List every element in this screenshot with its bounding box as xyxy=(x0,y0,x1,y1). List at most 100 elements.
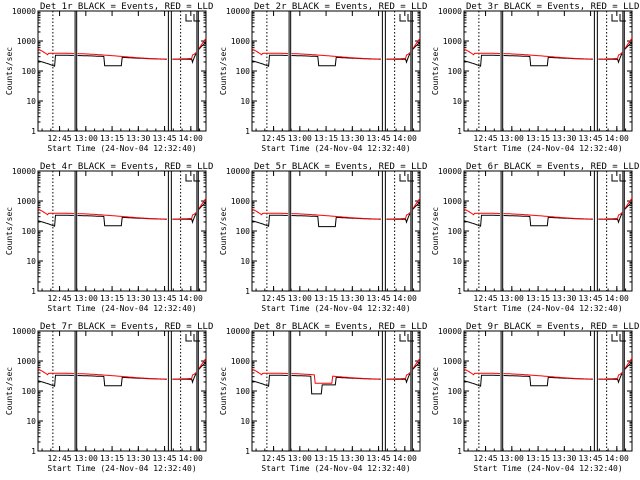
y-tick-label: 100 xyxy=(22,67,37,76)
events-series-line xyxy=(198,202,207,210)
events-series-line xyxy=(77,215,167,227)
lld-series-line xyxy=(624,357,633,369)
x-tick-label: 13:15 xyxy=(100,294,124,303)
events-series-line xyxy=(624,362,633,370)
lld-series-line xyxy=(412,197,421,209)
lld-series-line xyxy=(386,212,411,220)
lld-series-line xyxy=(503,53,593,60)
y-axis-label: Counts/sec xyxy=(219,367,228,415)
x-axis-label: Start Time (24-Nov-04 12:32:40) xyxy=(261,144,410,153)
lld-series-line xyxy=(503,213,593,220)
events-series-line xyxy=(291,55,381,67)
corner-glyph xyxy=(193,174,200,182)
y-tick-label: 10000 xyxy=(12,327,36,336)
x-tick-label: 13:00 xyxy=(500,134,524,143)
x-tick-label: 13:30 xyxy=(126,134,150,143)
detector-panel: Det 6r BLACK = Events, RED = LLD 1 10 100 10… xyxy=(431,162,639,313)
panel-title: Det 8r BLACK = Events, RED = LLD xyxy=(254,322,427,332)
lld-series-line xyxy=(598,212,623,220)
y-tick-label: 1000 xyxy=(231,357,250,366)
y-tick-label: 10000 xyxy=(438,327,462,336)
x-tick-label: 14:00 xyxy=(179,294,203,303)
y-axis-label: Counts/sec xyxy=(219,207,228,255)
x-tick-label: 12:45 xyxy=(48,134,72,143)
y-tick-label: 10 xyxy=(240,417,250,426)
x-tick-label: 14:00 xyxy=(393,454,417,463)
y-tick-label: 1000 xyxy=(17,357,36,366)
lld-series-line xyxy=(37,368,74,376)
events-series-line xyxy=(198,362,207,370)
x-tick-label: 14:00 xyxy=(179,134,203,143)
lld-series-line xyxy=(598,372,623,380)
y-tick-label: 1000 xyxy=(443,37,462,46)
panel-title: Det 5r BLACK = Events, RED = LLD xyxy=(254,162,427,172)
panel-title: Det 2r BLACK = Events, RED = LLD xyxy=(254,2,427,12)
events-series-line xyxy=(291,215,381,228)
y-tick-label: 1 xyxy=(457,287,462,296)
x-axis-label: Start Time (24-Nov-04 12:32:40) xyxy=(473,304,622,313)
events-series-line xyxy=(503,55,593,67)
y-tick-label: 100 xyxy=(448,387,463,396)
y-axis-label: Counts/sec xyxy=(5,367,14,415)
lld-series-line xyxy=(198,37,207,49)
x-tick-label: 13:15 xyxy=(526,454,550,463)
y-tick-label: 10000 xyxy=(12,7,36,16)
corner-glyph xyxy=(407,334,414,342)
events-series-line xyxy=(37,214,74,227)
corner-glyph xyxy=(193,334,200,342)
x-tick-label: 13:30 xyxy=(126,454,150,463)
y-tick-label: 100 xyxy=(22,387,37,396)
events-series-line xyxy=(77,55,167,67)
y-axis-label: Counts/sec xyxy=(5,47,14,95)
y-tick-label: 10 xyxy=(452,257,462,266)
lld-series-line xyxy=(463,208,500,216)
lld-series-line xyxy=(251,368,288,376)
y-tick-label: 10 xyxy=(240,97,250,106)
lld-series-line xyxy=(291,53,381,60)
events-series-line xyxy=(412,202,421,210)
y-tick-label: 1000 xyxy=(443,197,462,206)
corner-glyph xyxy=(611,174,618,182)
corner-glyph xyxy=(399,14,406,22)
x-tick-label: 13:15 xyxy=(314,454,338,463)
corner-glyph xyxy=(619,14,626,22)
x-tick-label: 13:45 xyxy=(153,294,177,303)
x-tick-label: 13:45 xyxy=(367,454,391,463)
x-tick-label: 13:00 xyxy=(288,454,312,463)
y-tick-label: 10000 xyxy=(226,167,250,176)
y-tick-label: 1 xyxy=(31,447,36,456)
corner-glyph xyxy=(185,334,192,342)
detector-panel: Det 8r BLACK = Events, RED = LLD 1 10 100 10… xyxy=(219,322,427,473)
x-tick-label: 13:45 xyxy=(579,294,603,303)
y-tick-label: 10000 xyxy=(438,7,462,16)
detector-panel: Det 7r BLACK = Events, RED = LLD 1 10 100 10… xyxy=(5,322,213,473)
y-axis-label: Counts/sec xyxy=(431,207,440,255)
x-axis-label: Start Time (24-Nov-04 12:32:40) xyxy=(473,144,622,153)
x-tick-label: 12:45 xyxy=(474,454,498,463)
lld-series-line xyxy=(624,37,633,49)
y-tick-label: 10 xyxy=(240,257,250,266)
y-tick-label: 10 xyxy=(452,97,462,106)
x-tick-label: 13:00 xyxy=(288,294,312,303)
y-tick-label: 10000 xyxy=(226,7,250,16)
x-tick-label: 13:15 xyxy=(314,134,338,143)
events-series-line xyxy=(412,42,421,50)
events-series-line xyxy=(251,214,288,227)
y-axis-label: Counts/sec xyxy=(5,207,14,255)
x-tick-label: 13:30 xyxy=(340,294,364,303)
y-tick-label: 10000 xyxy=(226,327,250,336)
y-tick-label: 100 xyxy=(236,387,251,396)
x-tick-label: 12:45 xyxy=(48,294,72,303)
corner-glyph xyxy=(185,14,192,22)
x-tick-label: 13:45 xyxy=(367,294,391,303)
lld-series-line xyxy=(291,373,381,384)
x-tick-label: 13:00 xyxy=(74,294,98,303)
x-tick-label: 12:45 xyxy=(48,454,72,463)
detector-panel: Det 5r BLACK = Events, RED = LLD 1 10 100 10… xyxy=(219,162,427,313)
corner-glyph xyxy=(193,14,200,22)
y-tick-label: 1 xyxy=(457,447,462,456)
x-tick-label: 12:45 xyxy=(262,134,286,143)
y-tick-label: 1 xyxy=(245,127,250,136)
x-axis-label: Start Time (24-Nov-04 12:32:40) xyxy=(47,304,196,313)
lld-series-line xyxy=(198,357,207,369)
